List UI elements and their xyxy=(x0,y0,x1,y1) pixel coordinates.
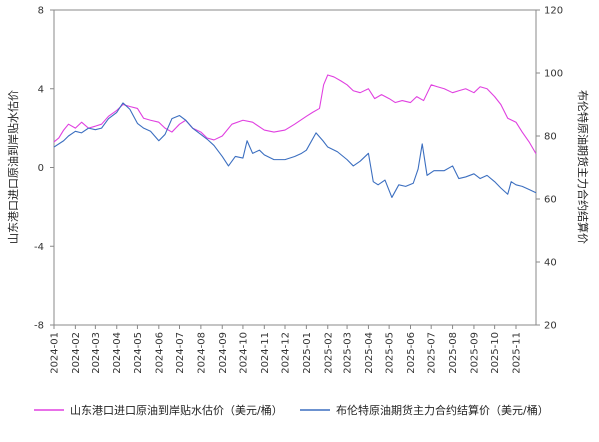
x-tick-label: 2024-04 xyxy=(112,332,123,374)
x-tick-label: 2025-05 xyxy=(385,332,396,374)
series-line-2 xyxy=(53,102,537,198)
x-tick-label: 2024-10 xyxy=(238,332,249,374)
x-tick-label: 2025-02 xyxy=(323,332,334,374)
x-tick-label: 2024-08 xyxy=(196,332,207,374)
series-line-1 xyxy=(53,74,537,154)
legend-label-1: 山东港口进口原油到岸贴水估价（美元/桶） xyxy=(70,403,283,417)
x-tick-label: 2025-11 xyxy=(512,332,523,374)
x-tick-label: 2025-09 xyxy=(469,332,480,374)
x-tick-label: 2024-09 xyxy=(218,332,229,374)
x-tick-label: 2025-10 xyxy=(490,332,501,374)
x-tick-label: 2024-03 xyxy=(91,332,102,374)
x-tick-label: 2025-04 xyxy=(364,332,375,374)
x-tick-label: 2025-01 xyxy=(302,332,313,374)
x-tick-label: 2024-11 xyxy=(260,332,271,374)
right-axis-title: 布伦特原油期货主力合约结算价 xyxy=(576,90,590,244)
series-layer xyxy=(53,74,537,198)
right-tick-label: 20 xyxy=(544,321,557,332)
left-tick-label: 0 xyxy=(38,163,44,174)
left-axis-ticks: 8 4 0 -4 -8 xyxy=(34,6,54,332)
x-tick-label: 2024-01 xyxy=(50,332,61,374)
left-axis-title: 山东港口进口原油到岸贴水估价 xyxy=(6,90,20,244)
x-tick-label: 2024-12 xyxy=(281,332,292,374)
x-tick-label: 2024-06 xyxy=(154,332,165,374)
x-tick-label: 2025-06 xyxy=(406,332,417,374)
left-tick-label: 8 xyxy=(38,6,44,17)
plot-frame xyxy=(53,9,537,326)
x-tick-label: 2025-03 xyxy=(343,332,354,374)
right-tick-label: 100 xyxy=(544,69,563,80)
x-tick-label: 2025-07 xyxy=(427,332,438,374)
legend: 山东港口进口原油到岸贴水估价（美元/桶） 布伦特原油期货主力合约结算价（美元/桶） xyxy=(34,403,549,417)
left-tick-label: -8 xyxy=(34,321,44,332)
legend-label-2: 布伦特原油期货主力合约结算价（美元/桶） xyxy=(336,403,549,417)
right-tick-label: 80 xyxy=(544,132,557,143)
right-axis-ticks: 120 100 80 60 40 20 xyxy=(536,6,563,332)
x-tick-label: 2024-07 xyxy=(175,332,186,374)
right-tick-label: 40 xyxy=(544,258,557,269)
left-tick-label: 4 xyxy=(38,84,44,95)
x-axis-ticks: 2024-01 2024-02 2024-03 2024-04 2024-05 2024-… xyxy=(50,325,523,374)
right-tick-label: 120 xyxy=(544,6,563,17)
x-tick-label: 2024-02 xyxy=(71,332,82,374)
left-tick-label: -4 xyxy=(34,242,44,253)
x-tick-label: 2024-05 xyxy=(133,332,144,374)
x-tick-label: 2025-08 xyxy=(448,332,459,374)
right-tick-label: 60 xyxy=(544,195,557,206)
